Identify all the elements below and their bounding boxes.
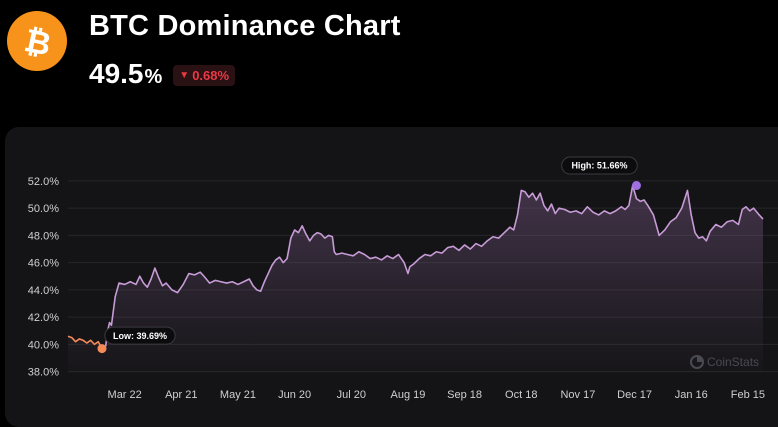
dominance-unit: % [144,65,163,88]
bitcoin-logo: ₿ [7,11,67,71]
coinstats-logo-wedge [697,356,703,362]
high-marker [631,181,641,191]
low-label-box [104,326,176,345]
x-tick-label: Jul 20 [337,389,366,401]
area-fill [68,185,763,373]
x-tick-label: Apr 21 [165,389,197,401]
dominance-value-row: 49.5 % ▼ 0.68% [89,58,236,90]
x-tick-label: Aug 19 [391,389,426,401]
page-title: BTC Dominance Chart [89,10,401,42]
coinstats-watermark: CoinStats [690,355,759,369]
series-line-pre-low [67,335,103,349]
y-tick-label: 44.0% [28,285,59,297]
x-tick-label: Dec 17 [617,389,652,401]
low-label-text: Low: 39.69% [113,331,167,341]
watermark-text: CoinStats [707,355,759,369]
high-label: High: 51.66% [561,156,638,175]
x-tick-label: Jan 16 [675,389,708,401]
change-value: 0.68% [192,67,230,83]
chart-header: ₿ BTC Dominance Chart 49.5 % ▼ 0.68% [0,0,778,120]
x-tick-label: Feb 15 [731,389,765,401]
dominance-value: 49.5 [89,58,144,89]
chart-panel: 52.0% 50.0% 48.0% 46.0% 44.0% 42.0% 40.0% 38.0%… [5,127,778,427]
low-label: Low: 39.69% [104,326,176,345]
x-tick-label: Oct 18 [505,389,537,401]
y-tick-label: 52.0% [28,176,59,188]
high-label-box [561,156,638,175]
y-tick-label: 40.0% [28,339,59,351]
x-tick-label: Nov 17 [560,389,595,401]
caret-down-icon: ▼ [179,69,190,81]
series-line [101,184,764,350]
svg-text:₿: ₿ [21,21,54,61]
x-tick-label: Mar 22 [108,389,142,401]
dominance-chart[interactable]: 52.0% 50.0% 48.0% 46.0% 44.0% 42.0% 40.0% 38.0%… [5,127,778,427]
y-tick-label: 38.0% [28,367,59,379]
x-tick-label: Jun 20 [278,389,311,401]
y-tick-label: 46.0% [28,258,59,270]
y-tick-label: 42.0% [28,312,59,324]
low-marker [97,344,107,354]
x-tick-label: Sep 18 [447,389,482,401]
change-badge: ▼ 0.68% [173,64,236,86]
y-tick-label: 48.0% [28,230,59,242]
x-tick-label: May 21 [220,389,256,401]
high-label-text: High: 51.66% [571,161,627,171]
y-tick-label: 50.0% [28,203,59,215]
bitcoin-icon: ₿ [21,21,54,61]
